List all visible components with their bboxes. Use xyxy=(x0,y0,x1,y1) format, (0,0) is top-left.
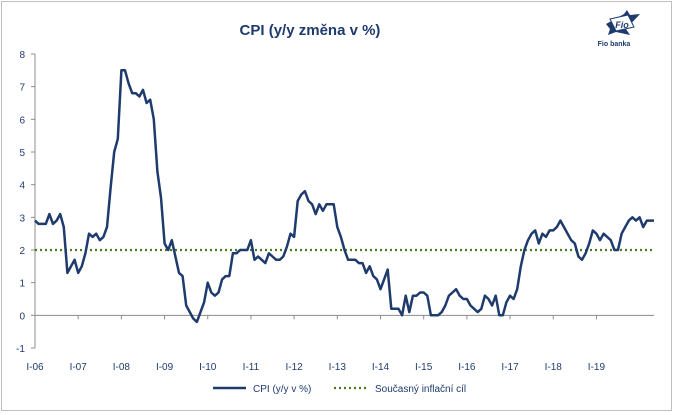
fio-logo: Fio Fio banka xyxy=(598,10,640,48)
x-tick-label: I-15 xyxy=(415,362,433,373)
x-tick-label: I-11 xyxy=(243,362,260,373)
x-tick-label: I-10 xyxy=(199,362,217,373)
y-tick-label: 4 xyxy=(19,181,25,192)
y-axis: -1 0 1 2 3 4 5 6 7 8 xyxy=(16,50,36,355)
x-tick-label: I-13 xyxy=(329,362,347,373)
y-tick-label: 3 xyxy=(19,213,25,224)
fio-logo-caption: Fio banka xyxy=(598,41,631,48)
y-tick-label: 8 xyxy=(19,50,25,61)
y-tick-label: 6 xyxy=(19,115,25,126)
x-axis: I-06 I-07 I-08 I-09 I-10 I-11 I-12 I-13 I-14 I-15… xyxy=(26,314,654,373)
x-tick-label: I-09 xyxy=(156,362,174,373)
y-tick-label: 2 xyxy=(19,246,25,257)
chart-title: CPI (y/y změna v %) xyxy=(240,22,381,39)
fio-logo-box xyxy=(609,14,635,32)
x-tick-label: I-19 xyxy=(588,362,606,373)
x-tick-label: I-12 xyxy=(285,362,303,373)
legend-label-target: Současný inflační cíl xyxy=(375,384,466,395)
x-tick-label: I-16 xyxy=(458,362,476,373)
x-tick-label: I-08 xyxy=(113,362,131,373)
cpi-line-chart: CPI (y/y změna v %) Fio Fio banka -1 0 1 2 3… xyxy=(16,10,654,395)
x-tick-label: I-17 xyxy=(501,362,519,373)
y-tick-label: 5 xyxy=(19,148,25,159)
plot-area xyxy=(34,69,654,324)
y-tick-label: -1 xyxy=(16,344,25,355)
x-tick-label: I-18 xyxy=(545,362,563,373)
legend-label-cpi: CPI (y/y v %) xyxy=(253,384,311,395)
x-tick-label: I-06 xyxy=(26,362,44,373)
legend: CPI (y/y v %) Současný inflační cíl xyxy=(213,384,466,395)
x-tick-label: I-07 xyxy=(70,362,88,373)
y-tick-label: 1 xyxy=(19,279,25,290)
y-tick-label: 7 xyxy=(19,83,25,94)
y-tick-label: 0 xyxy=(19,311,25,322)
x-tick-label: I-14 xyxy=(372,362,390,373)
cpi-series-line xyxy=(34,69,654,324)
fio-logo-text: Fio xyxy=(615,20,629,30)
